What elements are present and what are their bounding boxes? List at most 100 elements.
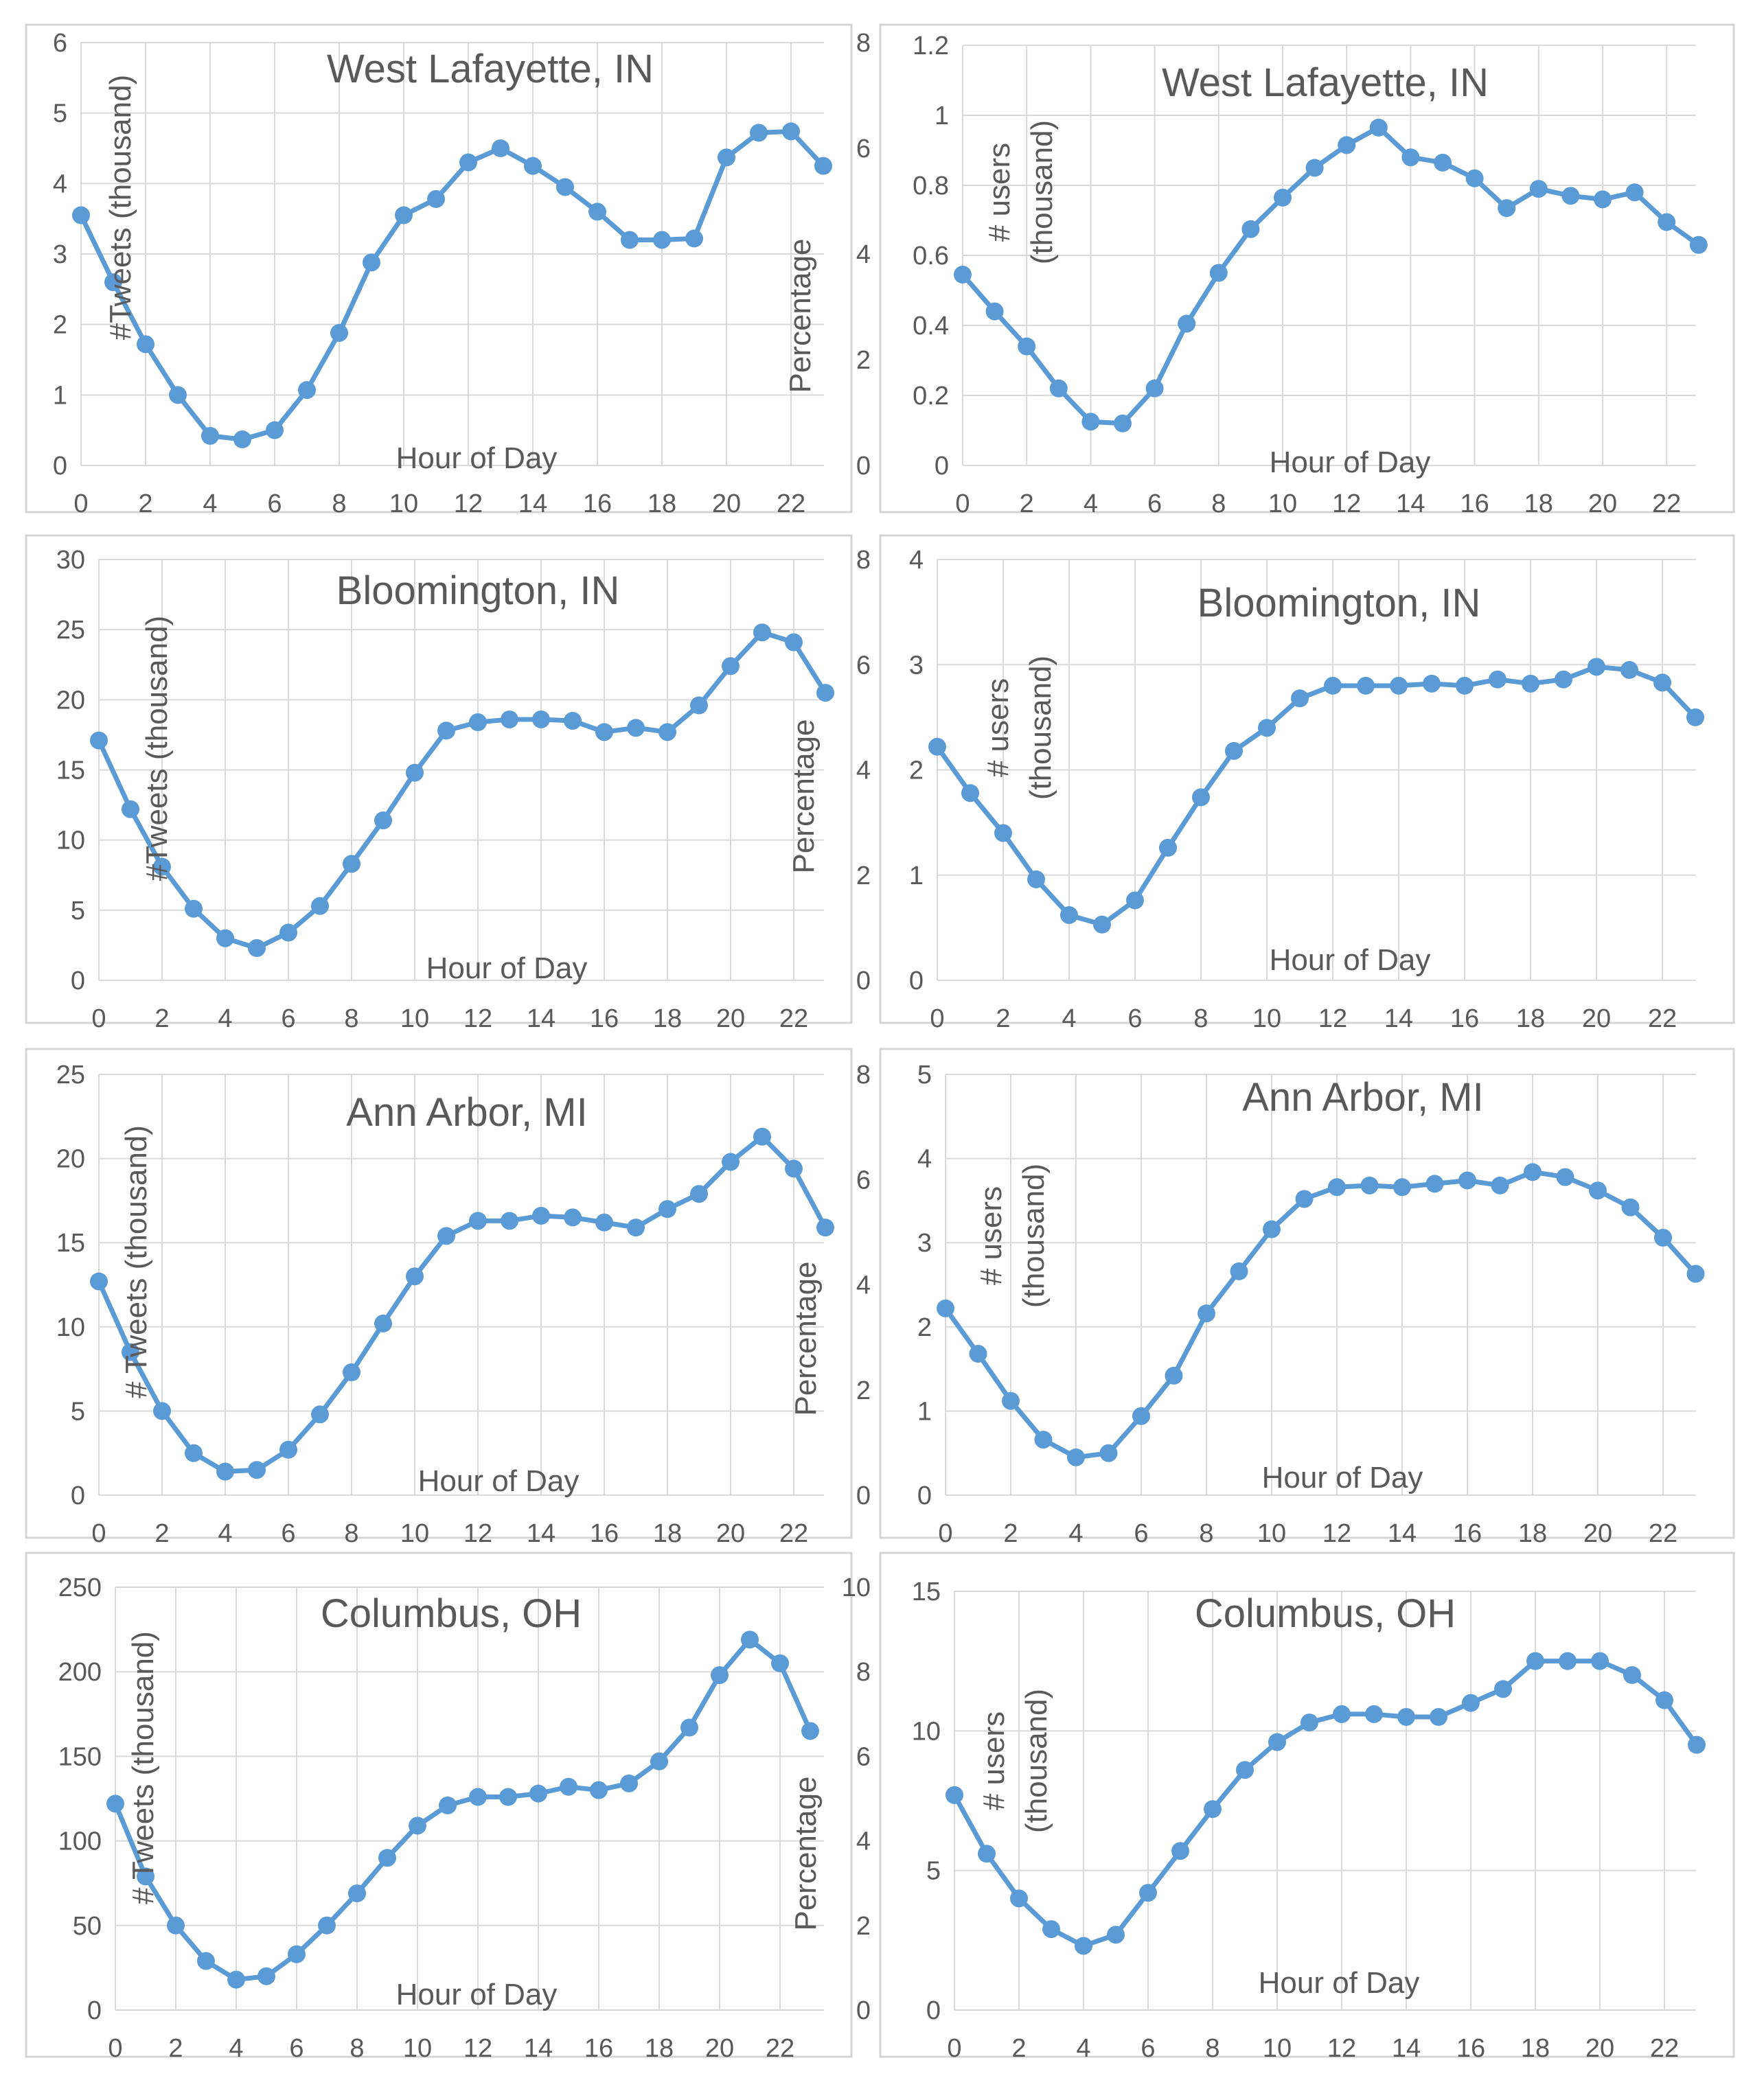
x-tick-label: 10 — [1268, 489, 1297, 518]
data-point — [1225, 741, 1243, 760]
data-point — [1526, 1652, 1544, 1670]
data-point — [1491, 1176, 1509, 1195]
chart-panel-2: 0 0.2 0.4 0.6 0.8 1 1.2 0 2 4 6 8 10 12 14 16 18 20 22 West… — [879, 23, 1735, 518]
data-point — [216, 1462, 234, 1481]
y2-tick-label: 0 — [856, 452, 871, 481]
y-axis-title: # Tweets (thousand) — [126, 1631, 160, 1904]
data-point — [690, 1185, 708, 1203]
chart-title: Bloomington, IN — [1198, 581, 1481, 625]
x-tick-label: 18 — [645, 2034, 674, 2063]
data-point — [185, 899, 203, 918]
data-point — [658, 1200, 676, 1219]
y-tick-label: 100 — [58, 1827, 102, 1856]
x-tick-label: 12 — [1318, 1004, 1347, 1033]
data-point — [378, 1849, 396, 1867]
y2-tick-label: 2 — [856, 1376, 871, 1405]
data-point — [348, 1884, 366, 1902]
x-axis-title: Hour of Day — [1259, 1966, 1420, 2000]
y2-tick-label: 8 — [856, 29, 871, 58]
y-tick-label: 0 — [71, 1481, 85, 1510]
y2-tick-label: 6 — [856, 135, 871, 163]
data-point — [1688, 1735, 1706, 1754]
data-point — [718, 148, 735, 167]
data-point — [106, 1795, 124, 1813]
chart-title: Bloomington, IN — [336, 568, 620, 613]
data-point — [1653, 673, 1671, 692]
data-point — [620, 1774, 638, 1792]
x-tick-label: 10 — [403, 2034, 432, 2063]
series-line — [78, 128, 825, 442]
y-tick-label: 0 — [935, 452, 949, 481]
y-tick-label: 15 — [56, 1229, 85, 1258]
data-point — [492, 139, 509, 157]
data-point — [318, 1916, 336, 1935]
y-tick-label: 1 — [53, 381, 67, 410]
x-tick-label: 14 — [527, 1004, 555, 1033]
x-tick-label: 8 — [350, 2034, 364, 2063]
data-point — [1555, 670, 1572, 689]
data-point — [1393, 1178, 1411, 1197]
data-point — [1268, 1733, 1286, 1751]
y-axis-title-line-1: # users — [977, 1711, 1011, 1810]
y-axis-title: #Tweets (thousand) — [140, 616, 174, 881]
data-point — [1263, 1220, 1281, 1238]
chart-title: West Lafayette, IN — [1162, 60, 1489, 105]
y-tick-label: 15 — [56, 757, 85, 785]
data-point — [1397, 1708, 1415, 1726]
y-tick-label: 200 — [58, 1658, 102, 1687]
x-tick-label: 8 — [1199, 1519, 1213, 1548]
x-tick-label: 16 — [584, 2034, 613, 2063]
data-point — [1588, 658, 1605, 676]
data-point — [499, 1788, 517, 1806]
x-tick-label: 4 — [229, 2034, 243, 2063]
data-point — [1623, 1666, 1641, 1684]
x-tick-label: 12 — [463, 1004, 492, 1033]
data-point — [1034, 1431, 1053, 1449]
data-point — [532, 710, 550, 728]
data-point — [1522, 674, 1539, 693]
data-point — [1425, 1175, 1444, 1193]
y-tick-label: 4 — [909, 546, 924, 575]
x-tick-label: 22 — [779, 1519, 808, 1548]
data-point — [1594, 190, 1612, 209]
data-point — [1209, 264, 1228, 282]
chart-panel-5: 0 5 10 15 20 25 0 2 4 6 8 10 12 14 16 18 20 22 0 2 4 6 8 Ann Ar… — [25, 1048, 871, 1548]
panel-border — [25, 1048, 853, 1539]
data-point — [816, 1219, 834, 1237]
x-tick-label: 14 — [518, 489, 547, 518]
y-tick-label: 0.8 — [913, 172, 949, 200]
data-point — [1159, 838, 1177, 857]
x-tick-label: 16 — [590, 1519, 619, 1548]
data-point — [1301, 1714, 1318, 1732]
x-axis-title: Hour of Day — [396, 441, 558, 475]
x-tick-label: 10 — [389, 489, 418, 518]
data-point — [122, 1343, 139, 1361]
data-point — [1010, 1889, 1028, 1908]
data-point — [1258, 719, 1276, 737]
y2-tick-label: 2 — [856, 346, 871, 375]
x-tick-label: 18 — [1516, 1004, 1545, 1033]
x-tick-label: 0 — [930, 1004, 944, 1033]
data-point — [1654, 1228, 1672, 1247]
data-point — [233, 430, 251, 449]
x-tick-label: 12 — [1332, 489, 1361, 518]
data-point — [1132, 1407, 1150, 1425]
y2-axis-title: Percentage — [789, 1261, 823, 1416]
series-line — [113, 1637, 813, 1983]
data-point — [658, 723, 676, 741]
data-point — [248, 1461, 266, 1479]
x-tick-label: 2 — [154, 1004, 169, 1033]
data-point — [1114, 414, 1132, 432]
data-point — [1556, 1168, 1574, 1186]
y-tick-label: 25 — [56, 616, 85, 645]
x-tick-label: 6 — [289, 2034, 303, 2063]
y2-tick-label: 6 — [856, 651, 871, 680]
data-point — [529, 1784, 547, 1803]
y-tick-label: 0.2 — [913, 382, 949, 411]
data-point — [1620, 660, 1638, 679]
chart-panel-8: 0 5 10 15 0 2 4 6 8 10 12 14 16 18 20 22 Columbus, OH Hou… — [879, 1551, 1735, 2063]
x-tick-label: 0 — [947, 2034, 961, 2063]
panel-border — [25, 1551, 853, 2058]
data-point — [771, 1654, 789, 1672]
